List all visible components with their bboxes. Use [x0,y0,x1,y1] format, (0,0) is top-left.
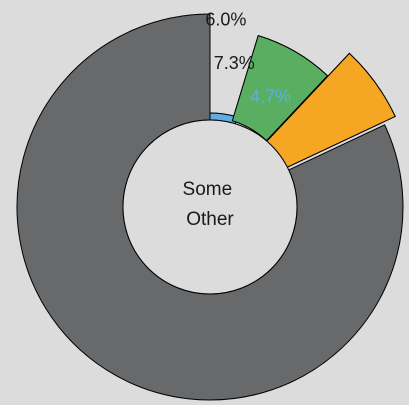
slice-label-1: 4.7% [250,86,291,106]
slice-label-2: 7.3% [214,53,255,73]
slice-label-3: 6.0% [205,10,246,30]
slice-labels: 4.7% 7.3% 6.0% [205,10,291,107]
exploded-slices [209,34,396,169]
slice-2-overlay [231,34,329,142]
center-hole [122,119,298,295]
center-label-line-2: Other [186,209,234,230]
center-label: Some Other [183,179,238,230]
center-label-line-1: Some [183,179,233,200]
